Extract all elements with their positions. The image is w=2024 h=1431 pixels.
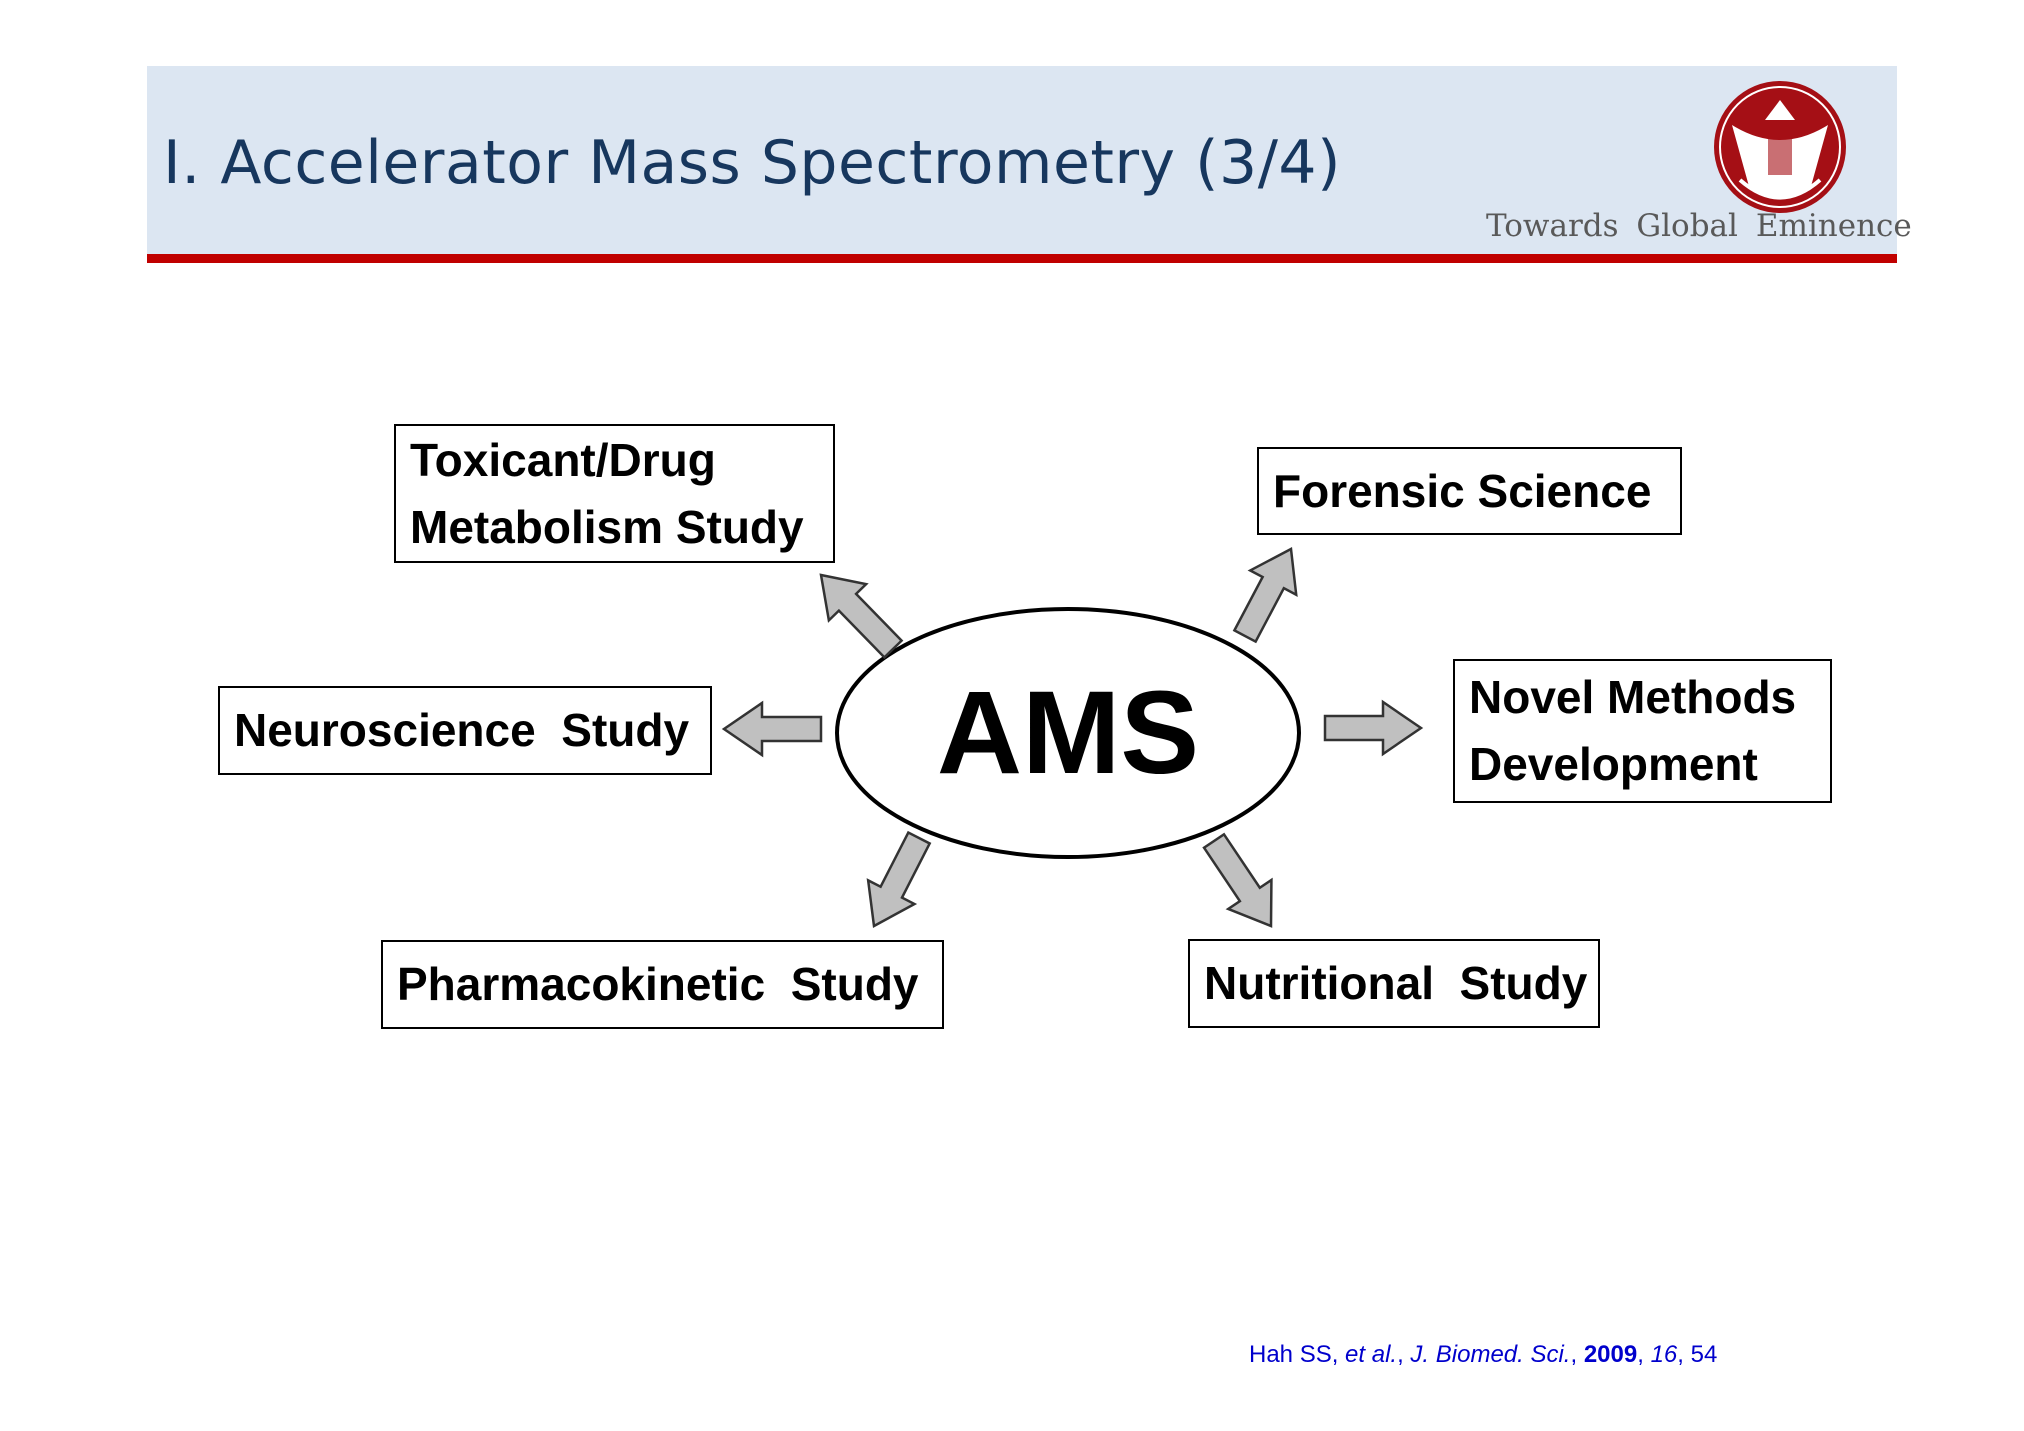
arrow-to-novel-methods — [1323, 699, 1424, 757]
citation-separator: , — [1637, 1341, 1651, 1368]
node-line: Toxicant/Drug — [410, 433, 716, 486]
arrow-to-forensic — [1232, 547, 1298, 644]
citation-etal: et al. — [1345, 1341, 1398, 1368]
node-line: Metabolism Study — [410, 500, 804, 553]
slide-title: I. Accelerator Mass Spectrometry (3/4) — [163, 128, 1342, 198]
citation-separator: , — [1677, 1341, 1691, 1368]
node-line: Nutritional Study — [1204, 957, 1588, 1010]
header-band — [147, 66, 1897, 254]
node-line: Pharmacokinetic Study — [397, 958, 919, 1011]
tagline: Towards Global Eminence — [1486, 208, 1912, 244]
node-pharmacokinetic: Pharmacokinetic Study — [381, 940, 944, 1029]
node-line: Development — [1469, 738, 1758, 790]
citation-separator: , — [1397, 1341, 1411, 1368]
ams-ellipse — [835, 607, 1301, 859]
arrow-to-neuroscience — [721, 700, 823, 758]
node-forensic: Forensic Science — [1257, 447, 1682, 535]
citation-volume: 16 — [1650, 1341, 1678, 1368]
citation-authors: Hah SS, — [1249, 1341, 1346, 1368]
node-line: Neuroscience Study — [234, 704, 690, 757]
node-line: Forensic Science — [1273, 464, 1652, 517]
node-novel-methods: Novel Methods Development — [1453, 659, 1832, 803]
center-label: AMS — [936, 667, 1200, 799]
citation-separator: , — [1570, 1341, 1584, 1368]
arrow-to-pharmacokinetic — [866, 830, 932, 928]
arrow-to-nutritional — [1202, 832, 1273, 928]
university-seal-logo — [1714, 81, 1846, 213]
header-divider — [147, 254, 1897, 263]
node-toxicant: Toxicant/Drug Metabolism Study — [394, 424, 835, 563]
citation: Hah SS, et al., J. Biomed. Sci., 2009, 1… — [1249, 1341, 1717, 1369]
arrow-to-toxicant — [819, 573, 904, 660]
node-line: Novel Methods — [1469, 671, 1797, 724]
citation-year: 2009 — [1583, 1341, 1638, 1368]
citation-page: 54 — [1690, 1341, 1718, 1368]
node-neuroscience: Neuroscience Study — [218, 686, 712, 775]
node-nutritional: Nutritional Study — [1188, 939, 1600, 1028]
citation-journal: J. Biomed. Sci. — [1410, 1341, 1571, 1368]
